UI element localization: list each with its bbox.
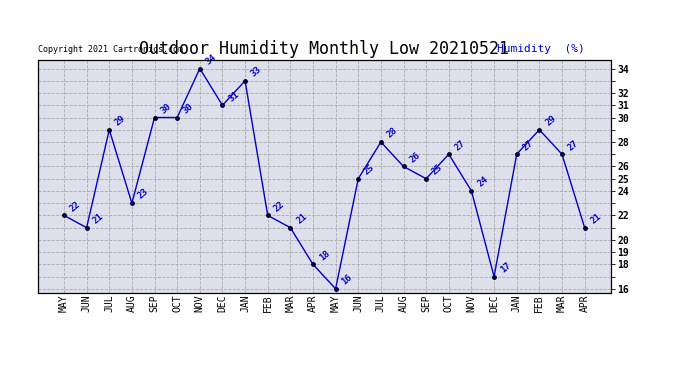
Text: 17: 17: [498, 261, 512, 274]
Title: Outdoor Humidity Monthly Low 20210521: Outdoor Humidity Monthly Low 20210521: [139, 40, 509, 58]
Text: 25: 25: [362, 163, 377, 177]
Text: 21: 21: [295, 211, 308, 225]
Text: 21: 21: [589, 211, 603, 225]
Text: 33: 33: [249, 65, 264, 79]
Text: 29: 29: [544, 114, 558, 128]
Text: 30: 30: [181, 102, 195, 115]
Text: 22: 22: [272, 200, 286, 213]
Text: 30: 30: [159, 102, 172, 115]
Text: 29: 29: [113, 114, 128, 128]
Text: 27: 27: [521, 138, 535, 152]
Text: 25: 25: [431, 163, 444, 177]
Text: 34: 34: [204, 53, 218, 66]
Text: 18: 18: [317, 248, 331, 262]
Text: 28: 28: [385, 126, 399, 140]
Text: 21: 21: [91, 211, 105, 225]
Text: Humidity  (%): Humidity (%): [497, 44, 584, 54]
Text: 24: 24: [475, 175, 490, 189]
Text: 16: 16: [339, 273, 354, 286]
Text: 27: 27: [566, 138, 580, 152]
Text: 26: 26: [408, 150, 422, 164]
Text: 27: 27: [453, 138, 467, 152]
Text: 23: 23: [136, 187, 150, 201]
Text: 22: 22: [68, 200, 82, 213]
Text: 31: 31: [226, 89, 241, 103]
Text: Copyright 2021 Cartronics.com: Copyright 2021 Cartronics.com: [38, 45, 183, 54]
